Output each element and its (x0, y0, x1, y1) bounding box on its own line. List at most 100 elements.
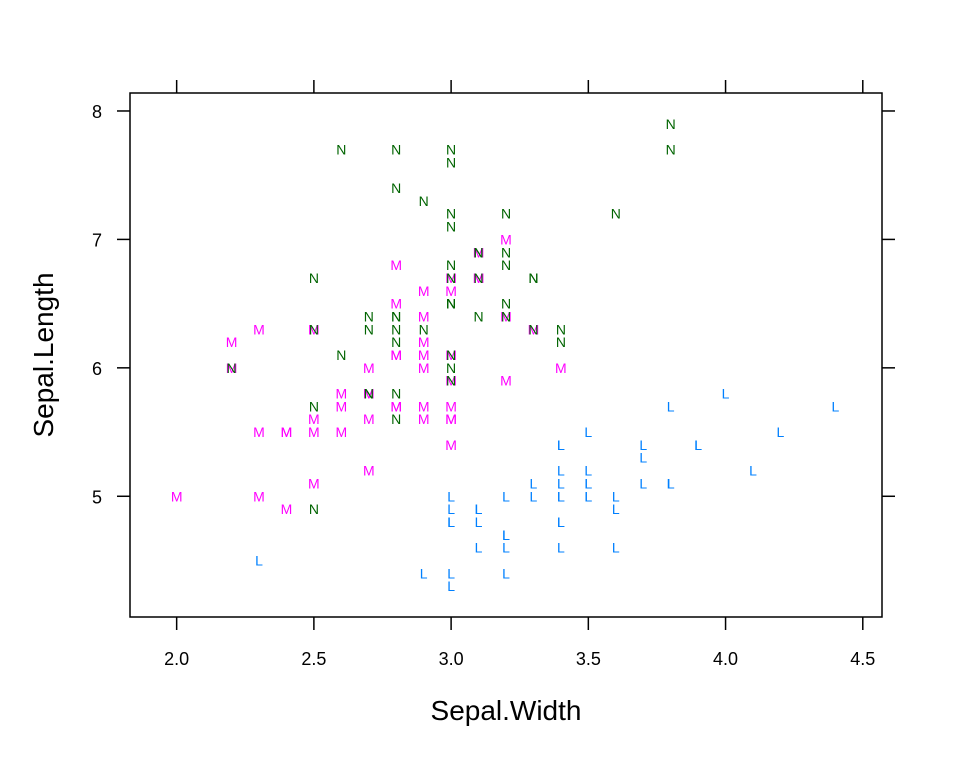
point-marker-n: N (309, 270, 319, 286)
x-tick-label: 2.0 (164, 649, 189, 669)
point-marker-m: M (418, 347, 430, 363)
point-marker-n: N (364, 308, 374, 324)
point-marker-m: M (390, 296, 402, 312)
point-marker-n: N (391, 308, 401, 324)
point-marker-l: L (667, 475, 675, 491)
point-marker-m: M (445, 283, 457, 299)
point-marker-n: N (309, 321, 319, 337)
point-marker-l: L (447, 514, 455, 530)
point-marker-n: N (501, 244, 511, 260)
point-marker-l: L (584, 463, 592, 479)
point-marker-m: M (308, 321, 320, 337)
point-marker-n: N (501, 296, 511, 312)
plot-panel (129, 92, 883, 618)
point-marker-l: L (557, 488, 565, 504)
point-marker-n: N (391, 411, 401, 427)
point-marker-m: M (418, 360, 430, 376)
point-marker-l: L (475, 501, 483, 517)
point-marker-n: N (446, 347, 456, 363)
point-marker-m: M (253, 424, 265, 440)
point-marker-m: M (418, 411, 430, 427)
point-marker-m: M (418, 283, 430, 299)
x-tick-label: 4.5 (850, 649, 875, 669)
point-marker-l: L (557, 514, 565, 530)
x-tick-label: 3.0 (439, 649, 464, 669)
point-marker-n: N (446, 296, 456, 312)
point-marker-l: L (667, 475, 675, 491)
point-marker-l: L (584, 475, 592, 491)
point-marker-n: N (611, 206, 621, 222)
point-marker-n: N (391, 180, 401, 196)
point-marker-m: M (390, 398, 402, 414)
point-marker-l: L (639, 475, 647, 491)
point-marker-l: L (557, 540, 565, 556)
point-marker-n: N (364, 321, 374, 337)
point-marker-m: M (281, 424, 293, 440)
y-tick-label: 5 (92, 487, 102, 507)
point-marker-n: N (473, 270, 483, 286)
point-marker-l: L (530, 475, 538, 491)
point-marker-l: L (667, 475, 675, 491)
point-marker-n: N (446, 219, 456, 235)
x-tick-label: 3.5 (576, 649, 601, 669)
point-marker-n: N (473, 308, 483, 324)
point-marker-n: N (528, 321, 538, 337)
point-marker-m: M (445, 270, 457, 286)
point-marker-m: M (335, 398, 347, 414)
point-marker-m: M (473, 244, 485, 260)
point-marker-m: M (390, 347, 402, 363)
point-marker-m: M (418, 334, 430, 350)
point-marker-n: N (528, 270, 538, 286)
point-marker-l: L (475, 540, 483, 556)
point-marker-n: N (391, 386, 401, 402)
point-marker-n: N (309, 398, 319, 414)
point-marker-m: M (445, 411, 457, 427)
point-marker-m: M (363, 463, 375, 479)
point-marker-n: N (391, 308, 401, 324)
point-marker-l: L (612, 488, 620, 504)
point-marker-l: L (557, 475, 565, 491)
point-marker-m: M (390, 257, 402, 273)
point-marker-l: L (557, 488, 565, 504)
point-marker-n: N (419, 193, 429, 209)
point-marker-m: M (171, 488, 183, 504)
point-marker-m: M (308, 475, 320, 491)
point-marker-l: L (447, 501, 455, 517)
point-marker-n: N (528, 270, 538, 286)
point-marker-l: L (557, 437, 565, 453)
point-marker-n: N (556, 321, 566, 337)
point-marker-l: L (694, 437, 702, 453)
point-marker-m: M (390, 347, 402, 363)
point-marker-n: N (446, 373, 456, 389)
point-marker-l: L (530, 488, 538, 504)
point-marker-m: M (500, 308, 512, 324)
point-marker-n: N (501, 206, 511, 222)
point-marker-l: L (584, 475, 592, 491)
point-marker-l: L (557, 463, 565, 479)
point-marker-l: L (584, 488, 592, 504)
point-marker-l: L (831, 398, 839, 414)
point-marker-n: N (446, 296, 456, 312)
point-marker-m: M (445, 347, 457, 363)
x-tick-label: 2.5 (301, 649, 326, 669)
point-marker-n: N (309, 501, 319, 517)
point-marker-n: N (336, 142, 346, 158)
point-marker-m: M (445, 437, 457, 453)
point-marker-m: M (226, 334, 238, 350)
point-marker-n: N (446, 360, 456, 376)
point-marker-l: L (447, 488, 455, 504)
point-marker-m: M (418, 398, 430, 414)
point-marker-m: M (445, 411, 457, 427)
point-marker-l: L (475, 514, 483, 530)
point-marker-m: M (281, 501, 293, 517)
point-marker-n: N (391, 142, 401, 158)
point-marker-l: L (475, 501, 483, 517)
y-axis-title: Sepal.Length (28, 272, 59, 437)
point-marker-l: L (694, 437, 702, 453)
point-marker-n: N (446, 270, 456, 286)
point-marker-m: M (473, 270, 485, 286)
point-marker-l: L (502, 527, 510, 543)
point-marker-n: N (446, 257, 456, 273)
